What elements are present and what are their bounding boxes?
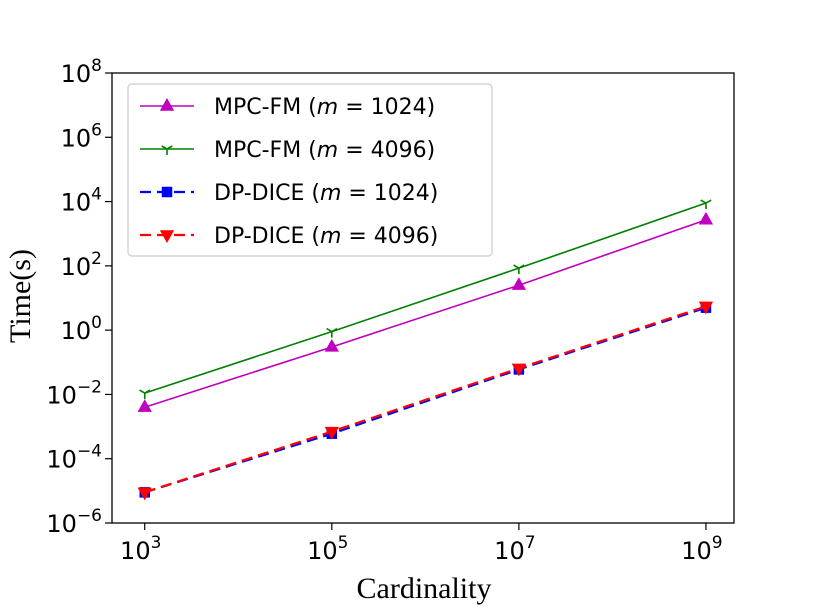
y-tick-label: 108 (61, 56, 102, 88)
data-point (137, 399, 152, 412)
series-group (137, 199, 714, 501)
data-point (511, 363, 527, 377)
legend: MPC-FM (m = 1024) MPC-FM (m = 4096) DP-DIC… (127, 83, 493, 257)
data-point (698, 301, 714, 315)
x-tick-label: 109 (681, 533, 722, 565)
y-tick-label: 104 (61, 185, 102, 217)
series-line-3 (144, 306, 707, 494)
legend-label: MPC-FM (m = 4096) (214, 138, 435, 163)
data-point (698, 211, 714, 225)
data-point (324, 338, 339, 352)
series-4 (137, 301, 714, 501)
y-tick-label: 10−6 (46, 506, 102, 538)
legend-marker (161, 145, 173, 155)
legend-label: DP-DICE (m = 1024) (214, 181, 438, 206)
series-line-4 (144, 305, 707, 494)
legend-marker (159, 97, 175, 111)
data-point (139, 389, 151, 400)
y-tick-label: 106 (61, 120, 102, 152)
y-tick-label: 10−4 (46, 442, 102, 474)
y-tick-label: 100 (61, 313, 102, 345)
legend-label: MPC-FM (m = 1024) (214, 95, 435, 120)
legend-entry-4: DP-DICE (m = 4096) (140, 224, 438, 249)
legend-marker (161, 186, 173, 198)
x-tick-label: 103 (120, 533, 161, 565)
series-2 (139, 199, 712, 400)
y-tick-label: 10−2 (46, 377, 102, 409)
data-point (137, 487, 152, 501)
data-point (700, 199, 712, 210)
legend-entry-2: MPC-FM (m = 4096) (140, 138, 435, 163)
legend-label: DP-DICE (m = 4096) (214, 224, 438, 249)
series-line-2 (144, 202, 707, 394)
data-point (326, 327, 338, 338)
plot-area (137, 199, 714, 501)
legend-marker (159, 230, 175, 244)
series-1 (137, 211, 714, 412)
legend-entry-1: MPC-FM (m = 1024) (140, 95, 435, 120)
data-point (513, 264, 525, 275)
legend-box (127, 83, 493, 257)
y-axis-title: Time(s) (4, 249, 37, 343)
axes-frame (111, 72, 735, 524)
x-tick-label: 105 (307, 533, 348, 565)
series-line-1 (144, 219, 707, 408)
data-point (511, 277, 527, 290)
y-tick-label: 102 (61, 249, 102, 281)
data-point (324, 426, 339, 440)
x-tick-label: 107 (494, 533, 535, 565)
legend-entry-3: DP-DICE (m = 1024) (140, 181, 438, 206)
x-axis-title: Cardinality (357, 572, 492, 605)
